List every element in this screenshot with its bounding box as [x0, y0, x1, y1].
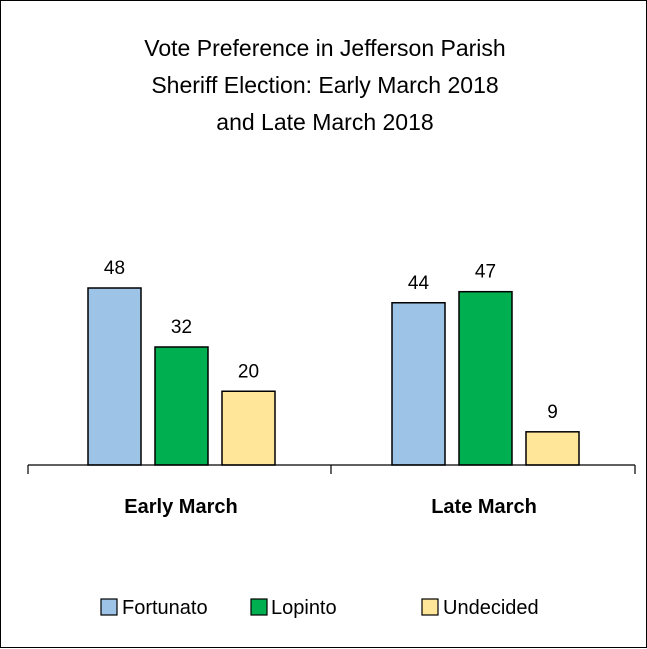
chart-title-line-1: Vote Preference in Jefferson Parish — [144, 35, 505, 61]
chart-title-line-3: and Late March 2018 — [216, 109, 433, 135]
bar-undecided-late-march — [525, 431, 580, 466]
value-label-lopinto-late-march: 47 — [475, 262, 496, 283]
x-axis: Early March Late March — [27, 464, 636, 518]
legend: Fortunato Lopinto Undecided — [100, 597, 539, 619]
category-label-early-march: Early March — [124, 496, 237, 518]
value-label-undecided-late-march: 9 — [547, 402, 558, 423]
legend-swatch-lopinto — [250, 598, 268, 616]
value-labels: 48 32 20 44 47 9 — [104, 258, 558, 423]
bar-undecided-early-march — [221, 390, 276, 466]
bar-lopinto-early-march — [154, 346, 209, 466]
legend-label-lopinto: Lopinto — [271, 597, 337, 619]
chart-title-line-2: Sheriff Election: Early March 2018 — [151, 72, 498, 98]
legend-swatch-undecided — [421, 598, 439, 616]
value-label-undecided-early-march: 20 — [238, 361, 259, 382]
legend-swatch-fortunato — [100, 598, 118, 616]
chart-title: Vote Preference in Jefferson Parish Sheri… — [144, 35, 505, 135]
value-label-fortunato-early-march: 48 — [104, 258, 125, 279]
bar-fortunato-late-march — [391, 302, 446, 466]
bar-fortunato-early-march — [87, 287, 142, 466]
value-label-fortunato-late-march: 44 — [408, 273, 430, 294]
bars — [87, 287, 580, 466]
category-label-late-march: Late March — [431, 496, 537, 518]
legend-label-undecided: Undecided — [443, 597, 539, 619]
value-label-lopinto-early-march: 32 — [171, 317, 192, 338]
bar-lopinto-late-march — [458, 290, 513, 466]
legend-label-fortunato: Fortunato — [122, 597, 208, 619]
